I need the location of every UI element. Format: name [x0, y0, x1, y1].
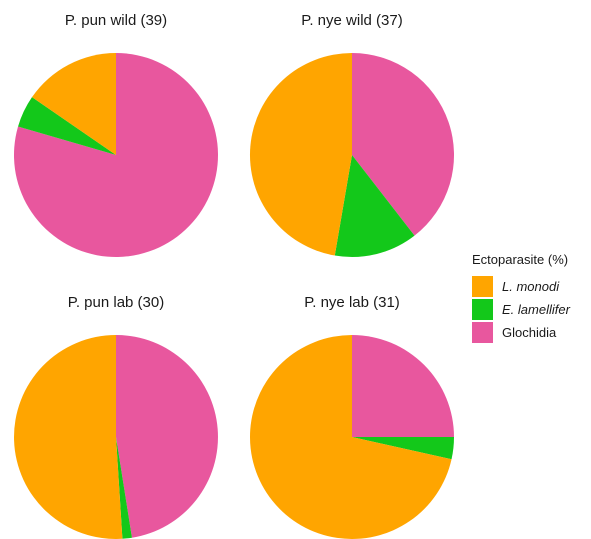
pie-title: P. pun wild (39) [65, 12, 167, 29]
legend-swatch-elamellifer [472, 299, 493, 320]
pie-slice-glochidia [352, 335, 454, 437]
legend-swatch-glochidia [472, 322, 493, 343]
pie-panel: P. pun lab (30) [14, 294, 218, 539]
pie-slice-lmonodi [250, 335, 452, 539]
pie-panel: P. nye wild (37) [249, 12, 455, 258]
pie-slice-lmonodi [14, 335, 123, 539]
pie-slice-lmonodi [249, 52, 352, 256]
pie-slice-elamellifer [18, 97, 116, 155]
pie-slice-glochidia [116, 335, 218, 538]
pie-slice-lmonodi [32, 52, 116, 155]
pie-title: P. nye lab (31) [304, 294, 400, 311]
pie-title: P. pun lab (30) [68, 294, 164, 311]
pie-slice-glochidia [13, 53, 218, 257]
pie-panels: P. pun wild (39) P. nye wild (37) P. pun l… [13, 12, 455, 539]
pie-panel: P. nye lab (31) [250, 294, 454, 539]
pie-slice-elamellifer [116, 437, 132, 539]
pie-slice-elamellifer [352, 437, 454, 460]
legend-label-glochidia: Glochidia [502, 325, 557, 340]
legend-title: Ectoparasite (%) [472, 252, 568, 267]
pie-title: P. nye wild (37) [301, 12, 402, 29]
pie-slice-elamellifer [334, 155, 415, 258]
legend-label-elamellifer: E. lamellifer [502, 302, 571, 317]
pie-panel: P. pun wild (39) [13, 12, 218, 257]
legend: Ectoparasite (%) L. monodi E. lamellifer Gl… [472, 252, 571, 343]
legend-swatch-lmonodi [472, 276, 493, 297]
legend-label-lmonodi: L. monodi [502, 279, 560, 294]
pie-slice-glochidia [352, 53, 455, 236]
